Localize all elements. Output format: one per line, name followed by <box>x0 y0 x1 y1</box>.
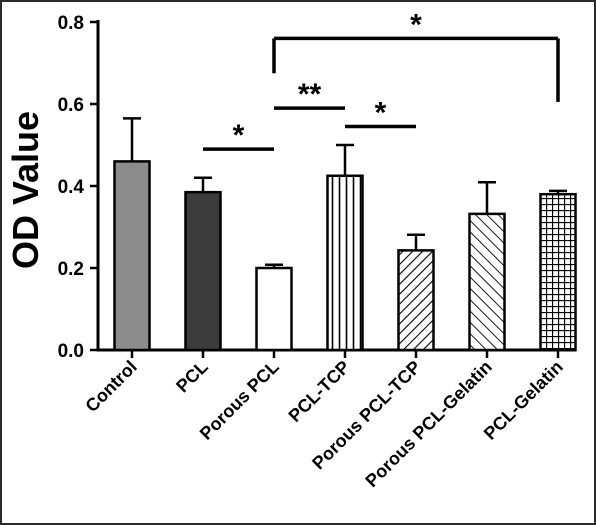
y-tick-label: 0.8 <box>58 13 84 34</box>
bar <box>184 190 222 352</box>
x-tick-label: PCL-TCP <box>285 357 354 426</box>
bar <box>255 266 293 352</box>
significance-label: * <box>233 119 245 152</box>
x-tick-label: Control <box>81 357 140 416</box>
y-tick-label: 0.6 <box>58 95 84 116</box>
bar <box>468 212 506 352</box>
x-tick-label: PCL <box>172 357 212 397</box>
bar <box>326 174 364 352</box>
significance-group: ***** <box>203 8 560 152</box>
bar <box>113 160 151 352</box>
y-tick-label: 0.0 <box>58 341 84 362</box>
y-axis-title: OD Value <box>5 111 46 269</box>
bar <box>539 192 577 352</box>
axes: 0.0 0.2 0.4 0.6 0.8 <box>58 13 576 362</box>
significance-label: * <box>375 97 387 130</box>
x-tick-label: Porous PCL-Gelatin <box>361 357 495 491</box>
significance-label: ** <box>298 78 322 111</box>
y-tick-label: 0.2 <box>58 259 84 280</box>
bar <box>397 249 435 352</box>
significance-label: * <box>410 8 422 41</box>
y-tick-label: 0.4 <box>58 177 85 198</box>
bars-group <box>113 117 577 352</box>
